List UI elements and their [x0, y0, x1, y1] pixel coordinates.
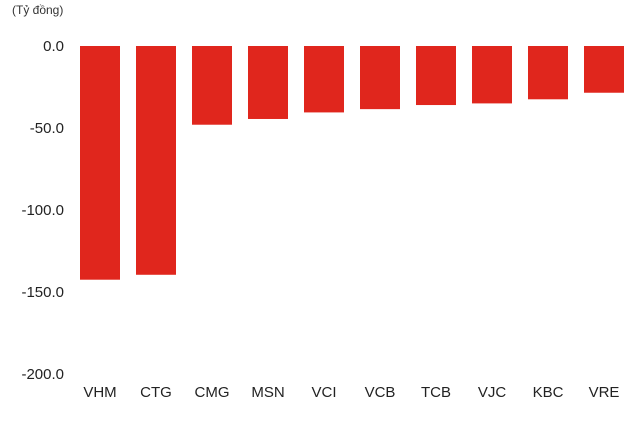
bars — [80, 46, 624, 280]
bar-kbc — [528, 46, 568, 100]
x-tick-label: CTG — [140, 384, 172, 401]
y-axis: 0.0 -50.0 -100.0 -150.0 -200.0 — [21, 38, 64, 383]
y-tick-label: 0.0 — [43, 38, 64, 55]
x-tick-label: VJC — [478, 384, 507, 401]
bar-vcb — [360, 46, 400, 110]
x-tick-label: TCB — [421, 384, 451, 401]
y-tick-label: -100.0 — [21, 202, 64, 219]
bar-cmg — [192, 46, 232, 125]
bar-tcb — [416, 46, 456, 106]
bar-vci — [304, 46, 344, 113]
y-tick-label: -50.0 — [30, 120, 64, 137]
y-tick-label: -150.0 — [21, 284, 64, 301]
x-tick-label: KBC — [533, 384, 564, 401]
x-tick-label: VCI — [311, 384, 336, 401]
x-tick-label: CMG — [195, 384, 230, 401]
bar-ctg — [136, 46, 176, 275]
bar-vjc — [472, 46, 512, 104]
bar-vre — [584, 46, 624, 93]
bar-msn — [248, 46, 288, 119]
bar-vhm — [80, 46, 120, 280]
x-tick-label: VCB — [365, 384, 396, 401]
x-tick-label: VHM — [83, 384, 116, 401]
unit-label: (Tỷ đồng) — [12, 3, 63, 17]
y-tick-label: -200.0 — [21, 366, 64, 383]
x-tick-label: VRE — [589, 384, 620, 401]
x-tick-label: MSN — [251, 384, 284, 401]
x-axis: VHM CTG CMG MSN VCI VCB TCB VJC KBC VRE — [83, 384, 619, 401]
